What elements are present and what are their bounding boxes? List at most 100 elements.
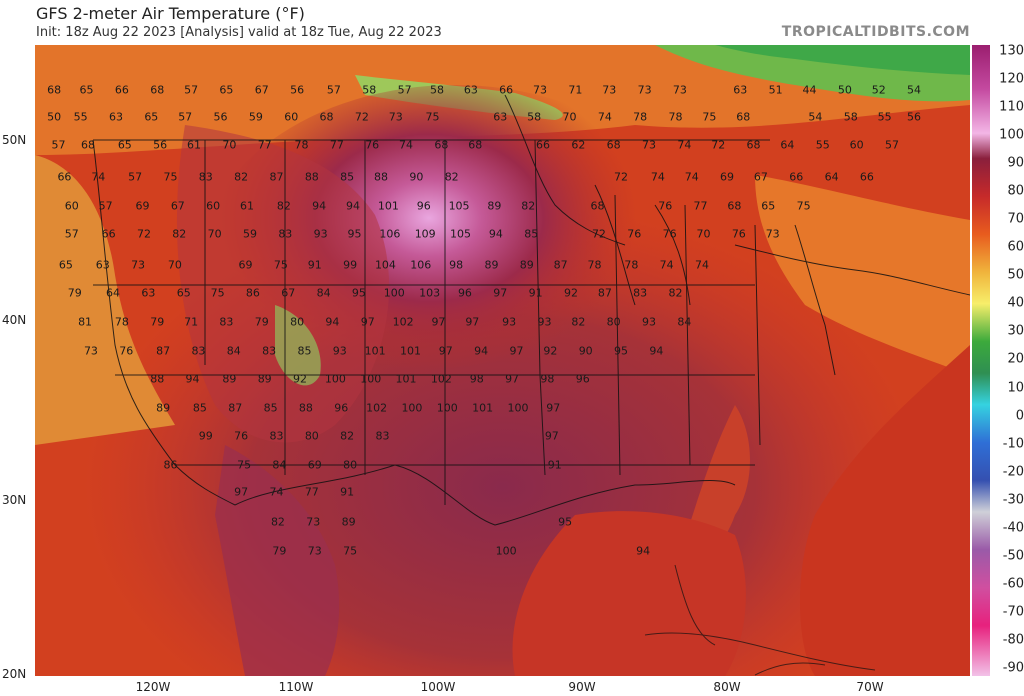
colorbar-tick-label: 100: [999, 127, 1024, 143]
temperature-value: 68: [727, 199, 742, 213]
temperature-value: 50: [47, 110, 62, 123]
temperature-value: 98: [449, 258, 464, 272]
temperature-value: 96: [575, 372, 590, 386]
temperature-value: 78: [114, 315, 129, 329]
map-subtitle: Init: 18z Aug 22 2023 [Analysis] valid a…: [36, 25, 442, 40]
temperature-value: 101: [399, 344, 421, 358]
temperature-value: 55: [877, 110, 892, 123]
temperature-value: 73: [131, 258, 146, 272]
temperature-value: 67: [753, 170, 768, 184]
temperature-value: 105: [448, 199, 470, 213]
temperature-value: 72: [354, 110, 369, 123]
temperature-value: 87: [597, 286, 612, 300]
lon-label: 70W: [856, 680, 884, 694]
temperature-value: 69: [135, 199, 150, 213]
colorbar-tick-label: 40: [1007, 295, 1024, 311]
temperature-value: 92: [293, 372, 308, 386]
temperature-value: 89: [341, 515, 356, 529]
temperature-value: 106: [379, 227, 401, 241]
temperature-value: 87: [553, 258, 568, 272]
temperature-value: 80: [304, 429, 319, 443]
temperature-value: 104: [374, 258, 396, 272]
temperature-value: 100: [507, 401, 529, 415]
temperature-value: 60: [284, 110, 299, 123]
temperature-value: 89: [484, 258, 499, 272]
temperature-value: 62: [571, 138, 586, 152]
temperature-value: 68: [47, 83, 62, 97]
temperature-value: 66: [101, 227, 116, 241]
coastlines: [644, 564, 876, 676]
temperature-value: 72: [591, 227, 606, 241]
temperature-value: 56: [213, 110, 228, 123]
longitude-axis: 120W 110W 100W 90W 80W 70W: [35, 676, 970, 696]
temperature-value: 65: [144, 110, 159, 123]
temperature-value: 66: [859, 170, 874, 184]
temperature-value: 75: [237, 458, 252, 472]
mexico-hot-zone: [215, 445, 340, 676]
temperature-value: 82: [521, 199, 536, 213]
gulf-of-mexico: [512, 511, 746, 676]
temperature-value: 89: [222, 372, 237, 386]
temperature-value: 76: [234, 429, 249, 443]
temperature-value: 75: [273, 258, 288, 272]
temperature-value: 85: [297, 344, 312, 358]
temperature-value: 86: [245, 286, 260, 300]
temperature-value: 58: [843, 110, 858, 123]
temperature-value: 83: [262, 344, 277, 358]
temperature-value: 82: [668, 286, 683, 300]
temperature-value: 91: [340, 485, 355, 499]
temperature-value: 100: [436, 401, 458, 415]
temperature-value: 82: [234, 170, 249, 184]
temperature-value: 94: [325, 315, 340, 329]
temperature-value: 83: [375, 429, 390, 443]
temperature-value: 56: [153, 138, 168, 152]
temperature-value: 96: [457, 286, 472, 300]
temperature-value: 77: [257, 138, 272, 152]
temperature-value: 67: [281, 286, 296, 300]
temperature-value: 64: [824, 170, 839, 184]
temperature-value: 103: [419, 286, 441, 300]
temperature-value: 97: [505, 372, 520, 386]
temperature-value: 63: [463, 83, 478, 97]
colorbar-tick-label: -40: [1002, 520, 1024, 536]
temperature-value: 67: [170, 199, 185, 213]
map-title: GFS 2-meter Air Temperature (°F): [36, 4, 305, 23]
lon-label: 100W: [420, 680, 456, 694]
temperature-value: 89: [257, 372, 272, 386]
temperature-value: 87: [228, 401, 243, 415]
temperature-value: 109: [414, 227, 436, 241]
colorbar-tick-label: 60: [1007, 239, 1024, 255]
temperature-value: 82: [276, 199, 291, 213]
temperature-value: 66: [499, 83, 514, 97]
temperature-value: 83: [219, 315, 234, 329]
temperature-value: 76: [662, 227, 677, 241]
colorbar-tick-label: -20: [1002, 464, 1024, 480]
temperature-value: 65: [761, 199, 776, 213]
temperature-value: 65: [79, 83, 94, 97]
temperature-value: 93: [332, 344, 347, 358]
colorbar-tick-label: -30: [1002, 492, 1024, 508]
temperature-value: 54: [907, 83, 922, 97]
temperature-value: 73: [637, 83, 652, 97]
temperature-value: 100: [401, 401, 423, 415]
temperature-value: 91: [307, 258, 322, 272]
temperature-value: 93: [642, 315, 656, 329]
temperature-value: 66: [789, 170, 804, 184]
lat-label: 20N: [2, 667, 27, 681]
temperature-value: 68: [319, 110, 334, 123]
temperature-value: 65: [176, 286, 191, 300]
temperature-value: 76: [731, 227, 746, 241]
temperature-value: 95: [351, 286, 366, 300]
temperature-value: 97: [431, 315, 446, 329]
temperature-value: 71: [184, 315, 199, 329]
temperature-value: 75: [163, 170, 178, 184]
temperature-value: 72: [614, 170, 629, 184]
temperature-value: 78: [633, 110, 648, 123]
temperature-value: 77: [329, 138, 344, 152]
temperature-value: 68: [150, 83, 165, 97]
temperature-value: 93: [502, 315, 517, 329]
temperature-value: 95: [347, 227, 362, 241]
temperature-value: 102: [430, 372, 452, 386]
temperature-value: 57: [326, 83, 341, 97]
temperature-value: 73: [306, 515, 321, 529]
